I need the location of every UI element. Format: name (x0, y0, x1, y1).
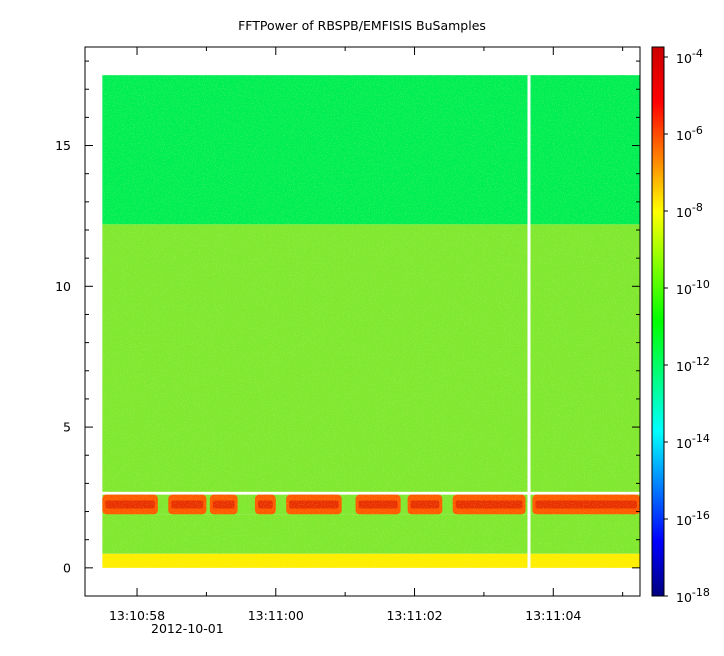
colorbar-tick-label: 10-8 (676, 201, 703, 220)
colorbar-ticks: 10-4 10-6 10-8 10-10 10-12 10-14 10-16 10-18 (664, 47, 710, 605)
x-axis-date-label: 2012-10-01 (151, 621, 224, 636)
colorbar-tick-label: 10-18 (676, 586, 710, 605)
colorbar-tick-label: 10-14 (676, 432, 710, 451)
colorbar-tick-label: 10-4 (676, 47, 703, 66)
y-axis: 0 5 10 15 (55, 60, 640, 597)
y-tick-label: 0 (63, 560, 71, 575)
x-tick-label: 13:10:58 (109, 608, 165, 623)
noise-texture (102, 75, 640, 568)
x-tick-label: 13:11:02 (386, 608, 442, 623)
y-tick-label: 15 (55, 138, 71, 153)
colorbar-tick-label: 10-10 (676, 278, 710, 297)
chart-title: FFTPower of RBSPB/EMFISIS BuSamples (238, 18, 486, 33)
colorbar: 10-4 10-6 10-8 10-10 10-12 10-14 10-16 10-18 (651, 46, 710, 605)
spectrogram-plot-area (102, 75, 640, 568)
colorbar-gradient (651, 46, 665, 597)
data-gap (527, 75, 531, 568)
plot-frame (84, 46, 641, 597)
colorbar-tick-label: 10-16 (676, 509, 710, 528)
y-tick-label: 10 (55, 279, 71, 294)
colorbar-tick-label: 10-6 (676, 124, 703, 143)
x-tick-label: 13:11:04 (525, 608, 581, 623)
colorbar-tick-label: 10-12 (676, 355, 710, 374)
x-tick-label: 13:11:00 (248, 608, 304, 623)
y-tick-label: 5 (63, 420, 71, 435)
x-axis: 13:10:58 13:11:00 13:11:02 13:11:04 (109, 47, 624, 623)
